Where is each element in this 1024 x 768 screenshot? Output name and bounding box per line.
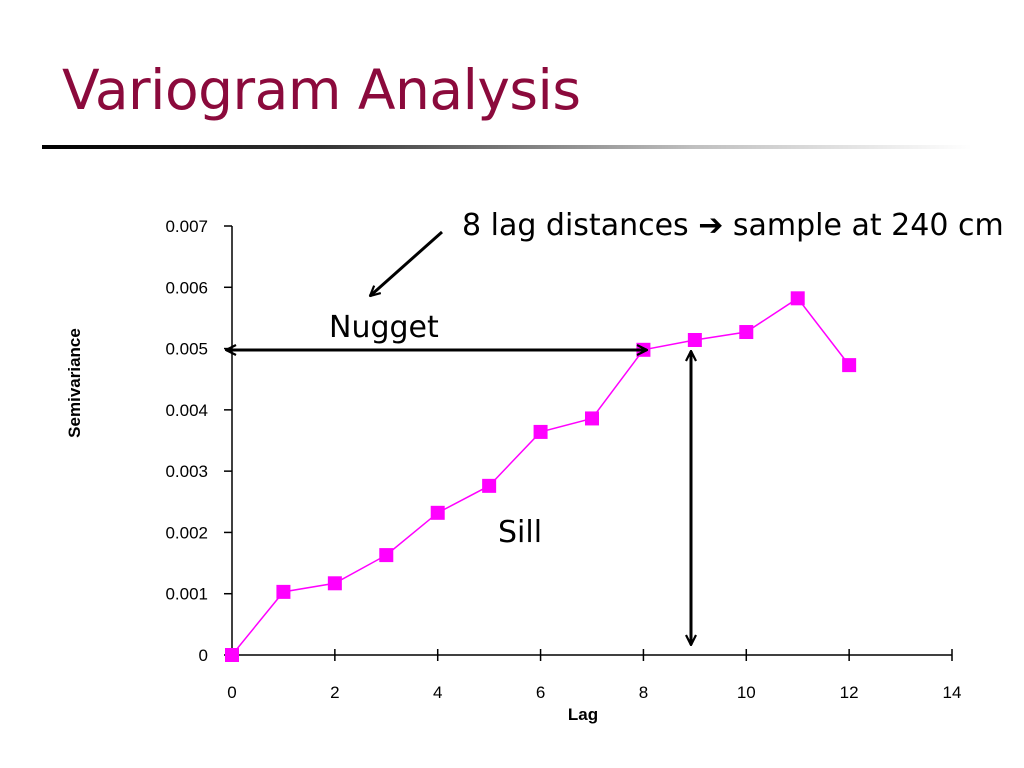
y-tick-label: 0.006: [165, 278, 208, 297]
data-point: [687, 332, 702, 347]
x-tick-label: 14: [943, 683, 962, 702]
chart-axes: 0 0.001 0.002 0.003 0.004 0.005 0.006 0.007 0 2 4 6…: [65, 217, 961, 724]
y-tick-label: 0.002: [165, 523, 208, 542]
lag-note-arrow: [370, 230, 443, 296]
data-point: [739, 325, 754, 340]
data-point: [430, 505, 445, 520]
data-point: [585, 411, 599, 426]
data-point: [379, 548, 394, 563]
y-tick-label: 0.007: [165, 217, 208, 236]
nugget-label: Nugget: [329, 310, 439, 345]
data-point: [276, 584, 291, 599]
x-tick-label: 4: [433, 683, 442, 702]
data-point: [327, 576, 342, 591]
x-tick-label: 2: [330, 683, 339, 702]
y-tick-label: 0.003: [165, 462, 208, 481]
y-tick-label: 0.001: [165, 585, 208, 604]
slide-title: Variogram Analysis: [62, 58, 581, 122]
x-axis-title: Lag: [568, 705, 598, 724]
data-point: [225, 648, 239, 662]
lag-note-label: 8 lag distances ➔ sample at 240 cm: [462, 208, 1004, 243]
series-line: [231, 297, 850, 656]
x-tick-label: 0: [227, 683, 236, 702]
data-point: [533, 424, 548, 439]
annotation-layer: 8 lag distances ➔ sample at 240 cm Nugge…: [226, 208, 1004, 645]
y-tick-label: 0: [199, 646, 208, 665]
sill-label: Sill: [498, 515, 542, 550]
data-point: [790, 291, 805, 306]
series-layer: [225, 291, 857, 662]
x-tick-label: 6: [536, 683, 545, 702]
y-tick-label: 0.004: [165, 401, 208, 420]
y-tick-label: 0.005: [165, 340, 208, 359]
title-divider: [42, 145, 972, 149]
y-axis-title: Semivariance: [65, 328, 84, 438]
x-tick-label: 10: [737, 683, 756, 702]
data-point: [842, 358, 857, 373]
x-tick-label: 8: [639, 683, 648, 702]
x-tick-label: 12: [840, 683, 859, 702]
data-point: [482, 478, 497, 493]
